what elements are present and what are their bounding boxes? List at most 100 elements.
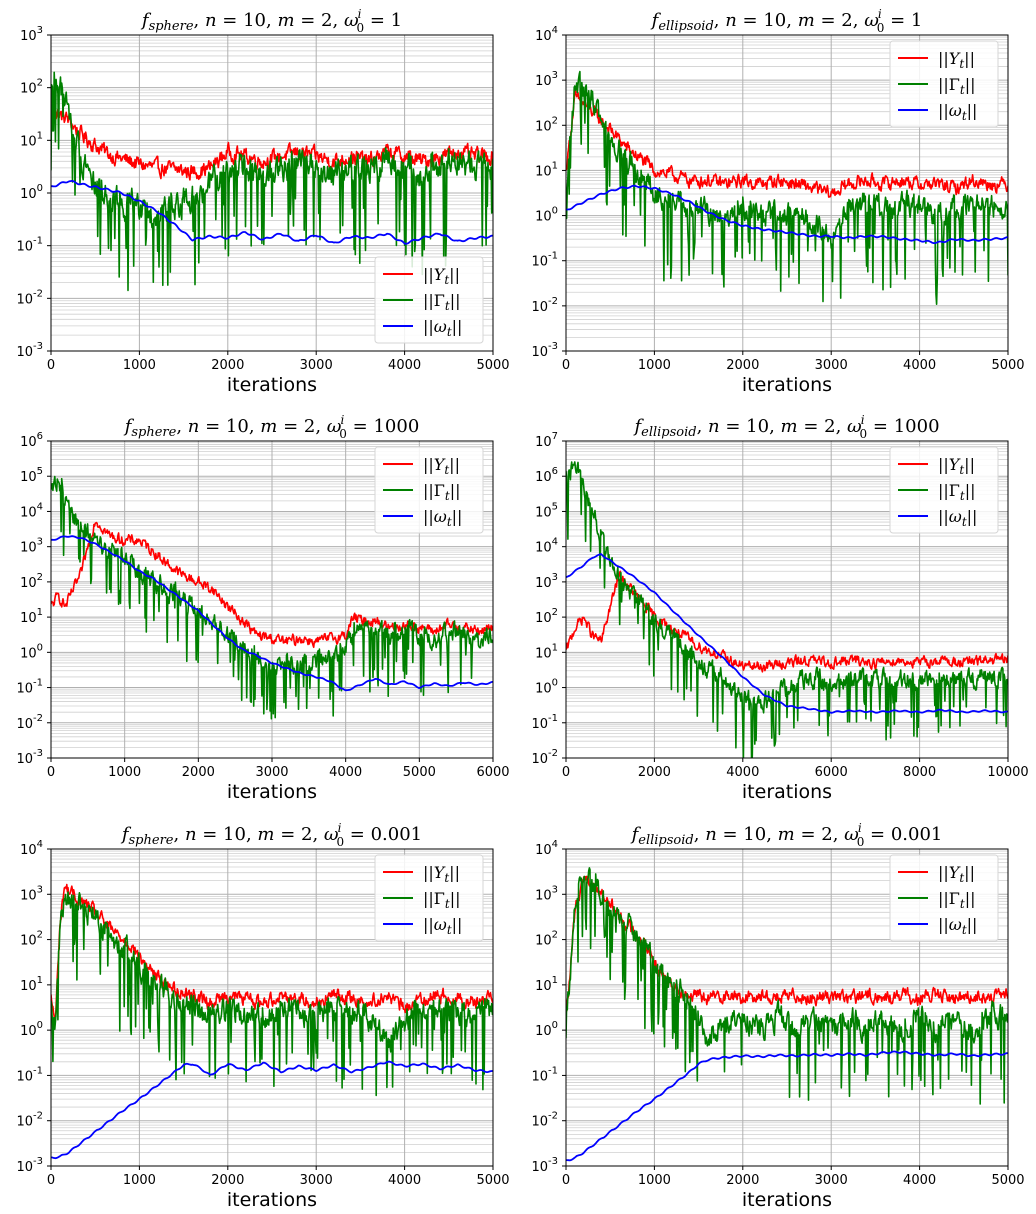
- chart-title: fellipsoid, n = 10, m = 2, ωi 0 = 1000: [632, 413, 939, 441]
- y-tick-label: 100: [535, 206, 558, 225]
- y-tick-label: 10-2: [531, 1111, 558, 1130]
- y-tick-label: 104: [20, 501, 43, 520]
- y-tick-label: 10-1: [16, 1065, 43, 1084]
- y-tick-label: 105: [535, 501, 558, 520]
- x-tick-label: 6000: [815, 765, 848, 780]
- series-group: [566, 461, 1008, 758]
- y-tick-label: 101: [535, 975, 558, 994]
- y-tick-label: 102: [20, 78, 43, 97]
- series-line-y: [566, 90, 1008, 198]
- x-tick-label: 4000: [388, 1173, 421, 1188]
- x-tick-label: 6000: [476, 765, 509, 780]
- y-tick-label: 103: [20, 884, 43, 903]
- legend-label: ||Γt||: [938, 75, 976, 97]
- legend-label: ||ωt||: [423, 915, 462, 937]
- x-tick-label: 3000: [815, 358, 848, 373]
- y-tick-label: 101: [20, 607, 43, 626]
- y-tick-label: 10-3: [16, 1156, 43, 1175]
- legend-label: ||ωt||: [938, 915, 977, 937]
- y-tick-label: 104: [20, 839, 43, 858]
- legend: ||Yt|| ||Γt|| ||ωt||: [374, 256, 484, 344]
- y-tick-label: 105: [20, 466, 43, 485]
- legend: ||Yt|| ||Γt|| ||ωt||: [374, 446, 484, 534]
- legend-label: ||Γt||: [938, 889, 976, 911]
- series-line-omega: [566, 553, 1008, 714]
- x-tick-label: 4000: [903, 358, 936, 373]
- y-tick-label: 10-3: [16, 748, 43, 767]
- y-tick-label: 106: [535, 466, 558, 485]
- x-tick-label: 1000: [108, 765, 141, 780]
- y-tick-label: 100: [535, 678, 558, 697]
- y-tick-label: 107: [535, 431, 558, 450]
- x-axis-label: iterations: [227, 1189, 317, 1211]
- y-tick-label: 10-2: [531, 748, 558, 767]
- series-line-y: [51, 105, 493, 181]
- y-tick-label: 10-3: [531, 1156, 558, 1175]
- x-axis-label: iterations: [742, 781, 832, 803]
- legend-label: ||ωt||: [938, 101, 977, 123]
- x-tick-label: 8000: [903, 765, 936, 780]
- x-tick-label: 2000: [726, 358, 759, 373]
- x-tick-label: 0: [47, 358, 55, 373]
- x-tick-label: 5000: [476, 1173, 509, 1188]
- chart-panel-3: 10-3 10-2 10-1 100 101 102 103 104 105 106 0 1000 20…: [16, 413, 509, 803]
- chart-panel-1: 10-3 10-2 10-1 100 101 102 103 0 1000 2000 3000 400…: [16, 7, 509, 396]
- series-line-y: [51, 521, 493, 649]
- x-tick-label: 0: [562, 1173, 570, 1188]
- y-tick-label: 103: [20, 25, 43, 44]
- y-tick-label: 10-1: [531, 713, 558, 732]
- series-group: [51, 883, 493, 1160]
- x-axis-label: iterations: [742, 374, 832, 396]
- x-tick-label: 2000: [211, 1173, 244, 1188]
- y-tick-label: 101: [535, 642, 558, 661]
- series-line-y: [566, 570, 1008, 673]
- y-tick-label: 103: [535, 572, 558, 591]
- series-line-gamma: [51, 475, 493, 720]
- y-tick-label: 100: [535, 1020, 558, 1039]
- y-tick-label: 103: [20, 537, 43, 556]
- chart-panel-6: 10-3 10-2 10-1 100 101 102 103 104 0 1000 2000 3000…: [531, 821, 1024, 1211]
- series-line-omega: [51, 535, 493, 692]
- series-line-omega: [51, 179, 493, 245]
- series-line-omega: [566, 1050, 1008, 1162]
- y-tick-label: 103: [535, 70, 558, 89]
- series-line-gamma: [566, 70, 1008, 306]
- legend: ||Yt|| ||Γt|| ||ωt||: [374, 854, 484, 942]
- x-tick-label: 1000: [638, 358, 671, 373]
- y-tick-label: 100: [20, 183, 43, 202]
- y-tick-label: 10-2: [16, 1111, 43, 1130]
- chart-title: fsphere, n = 10, m = 2, ωi 0 = 0.001: [120, 821, 422, 849]
- series-line-omega: [566, 184, 1008, 245]
- chart-title: fsphere, n = 10, m = 2, ωi 0 = 1: [140, 7, 402, 35]
- legend-box: [374, 854, 484, 942]
- axes-frame: [50, 848, 494, 1167]
- legend: ||Yt|| ||Γt|| ||ωt||: [889, 40, 999, 128]
- y-tick-label: 106: [20, 431, 43, 450]
- y-tick-label: 100: [20, 642, 43, 661]
- x-tick-label: 2000: [211, 358, 244, 373]
- legend-label: ||Γt||: [423, 291, 461, 313]
- y-tick-label: 10-1: [16, 678, 43, 697]
- legend-box: [374, 256, 484, 344]
- axes-frame: [565, 848, 1009, 1167]
- series-group: [51, 71, 493, 292]
- legend-label: ||ωt||: [423, 507, 462, 529]
- series-line-omega: [51, 1060, 493, 1160]
- x-tick-label: 2000: [182, 765, 215, 780]
- x-tick-label: 0: [562, 358, 570, 373]
- legend-label: ||Yt||: [938, 455, 975, 477]
- y-tick-label: 10-3: [531, 341, 558, 360]
- x-tick-label: 1000: [123, 358, 156, 373]
- y-tick-label: 10-2: [531, 296, 558, 315]
- series-group: [566, 867, 1008, 1162]
- x-tick-label: 1000: [123, 1173, 156, 1188]
- y-tick-label: 104: [535, 839, 558, 858]
- series-line-gamma: [51, 891, 493, 1097]
- legend-label: ||Γt||: [423, 481, 461, 503]
- legend-label: ||Yt||: [938, 49, 975, 71]
- series-group: [566, 70, 1008, 306]
- x-tick-label: 5000: [476, 358, 509, 373]
- x-tick-label: 4000: [329, 765, 362, 780]
- x-tick-label: 4000: [726, 765, 759, 780]
